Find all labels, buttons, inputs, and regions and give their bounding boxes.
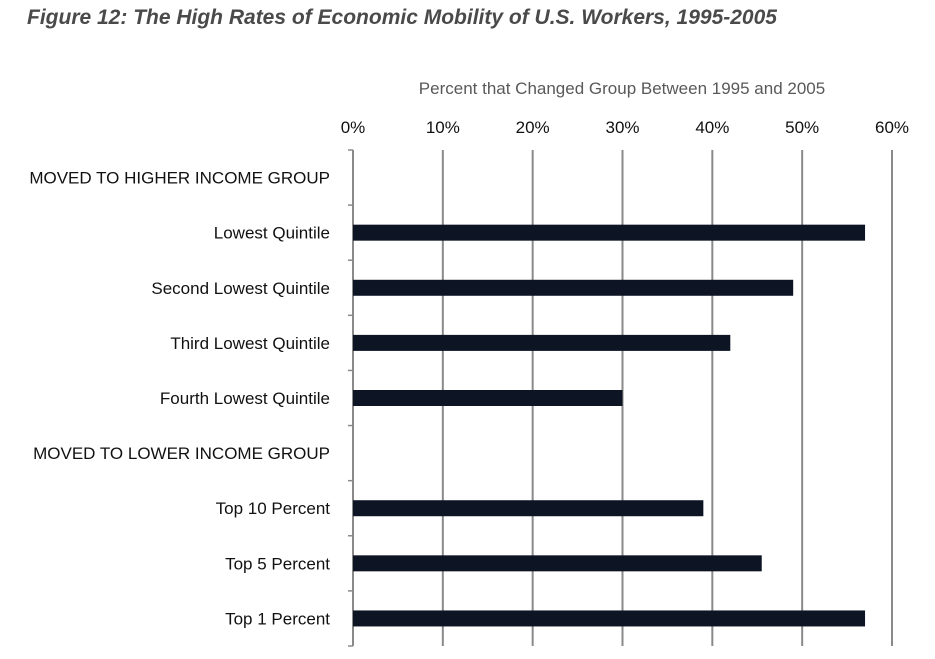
category-label: MOVED TO HIGHER INCOME GROUP [29,169,330,188]
x-tick-label: 10% [426,118,460,137]
category-label: Second Lowest Quintile [151,279,330,298]
x-tick-label: 50% [785,118,819,137]
x-tick-label: 30% [605,118,639,137]
x-tick-label: 20% [516,118,550,137]
category-labels: MOVED TO HIGHER INCOME GROUP Lowest Quint… [29,169,330,629]
category-label: MOVED TO LOWER INCOME GROUP [33,444,330,463]
x-axis-title: Percent that Changed Group Between 1995 … [419,79,825,98]
figure-title: Figure 12: The High Rates of Economic Mo… [27,6,777,29]
category-label: Third Lowest Quintile [170,334,330,353]
bar [353,279,794,296]
category-label: Top 10 Percent [216,499,331,518]
x-tick-label: 60% [875,118,909,137]
x-tick-label: 40% [695,118,729,137]
bars [353,224,866,627]
bar [353,610,866,627]
x-tick-labels: 0% 10% 20% 30% 40% 50% 60% [341,118,909,137]
bar [353,555,762,572]
category-label: Top 5 Percent [225,554,330,573]
category-label: Lowest Quintile [214,224,330,243]
category-label: Top 1 Percent [225,609,330,628]
bar [353,500,704,517]
y-axis [348,149,353,647]
x-tick-label: 0% [341,118,366,137]
bar [353,334,731,351]
bar [353,390,623,406]
bar [353,224,866,241]
category-label: Fourth Lowest Quintile [160,389,330,408]
